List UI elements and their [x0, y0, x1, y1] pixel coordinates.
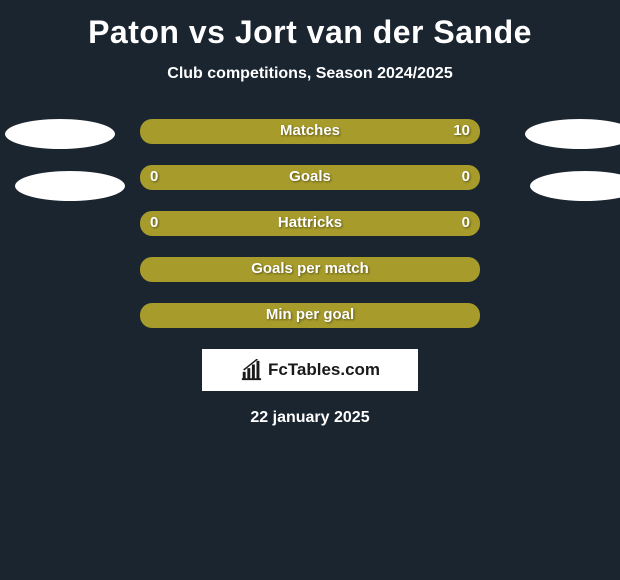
- stat-value-right: 0: [462, 214, 470, 231]
- player-right-avatar: [525, 119, 620, 149]
- page-title: Paton vs Jort van der Sande: [0, 0, 620, 51]
- stat-label: Goals: [140, 168, 480, 185]
- stat-label: Hattricks: [140, 214, 480, 231]
- player-left-avatar: [5, 119, 115, 149]
- subtitle: Club competitions, Season 2024/2025: [0, 65, 620, 83]
- stat-value-right: 0: [462, 168, 470, 185]
- stat-value-right: 10: [453, 122, 470, 139]
- stat-row: Goals per match: [140, 257, 480, 282]
- date-label: 22 january 2025: [0, 409, 620, 427]
- stat-label: Min per goal: [140, 306, 480, 323]
- stat-row: Matches10: [140, 119, 480, 144]
- stat-label: Matches: [140, 122, 480, 139]
- player-left-avatar: [15, 171, 125, 201]
- comparison-content: Matches10Goals00Hattricks00Goals per mat…: [0, 119, 620, 328]
- stat-label: Goals per match: [140, 260, 480, 277]
- stat-row: Hattricks0 0: [140, 211, 480, 236]
- stat-row: Goals0 0: [140, 165, 480, 190]
- barchart-icon: [240, 359, 262, 381]
- stat-row: Min per goal: [140, 303, 480, 328]
- player-right-avatar: [530, 171, 620, 201]
- stat-value-left: 0: [150, 168, 158, 185]
- stat-value-left: 0: [150, 214, 158, 231]
- logo-text: FcTables.com: [268, 360, 380, 380]
- logo-box: FcTables.com: [202, 349, 418, 391]
